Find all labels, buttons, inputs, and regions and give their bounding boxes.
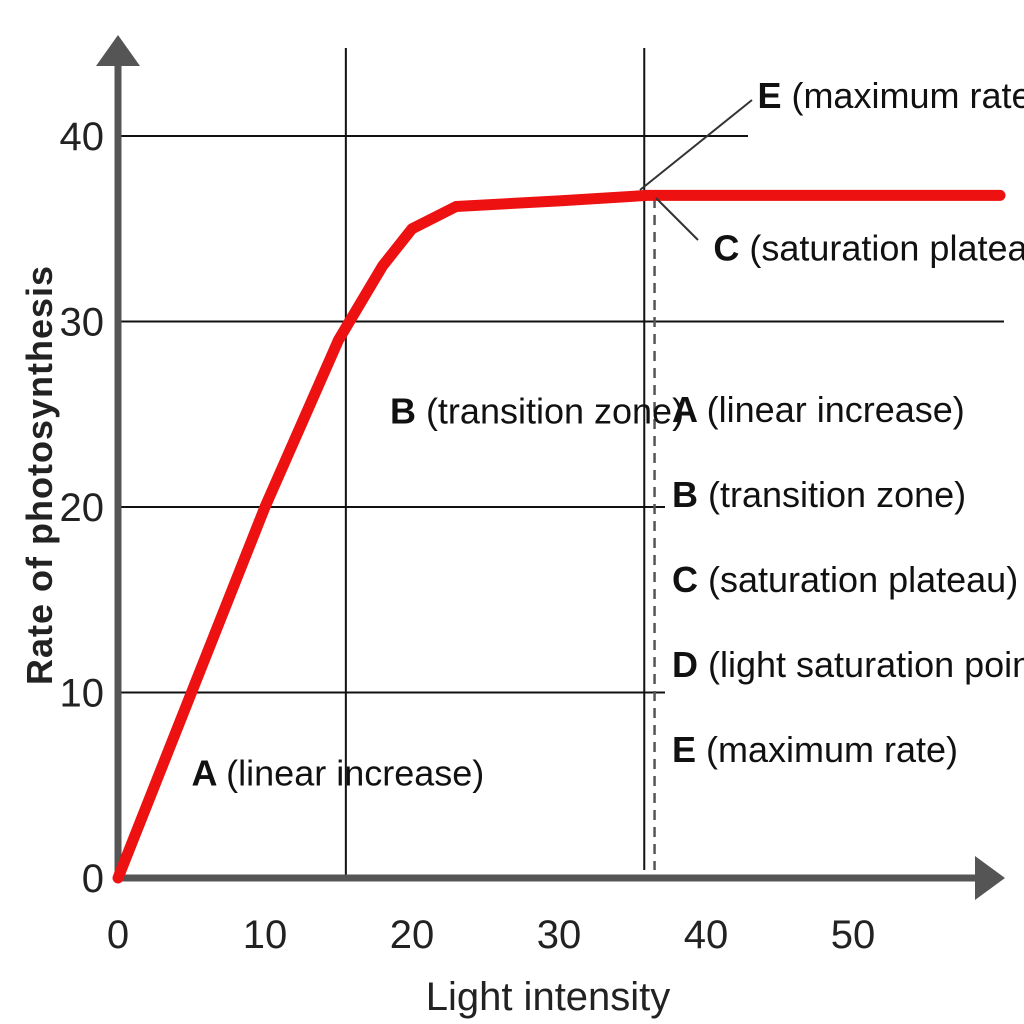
reference-lines xyxy=(344,48,656,875)
annotation-c: C (saturation plateau) xyxy=(713,227,1024,268)
y-tick-label: 0 xyxy=(82,857,104,901)
legend-item-b: B (transition zone) xyxy=(672,474,966,515)
x-axis-label: Light intensity xyxy=(426,975,671,1019)
legend-item-e: E (maximum rate) xyxy=(672,729,958,770)
legend-text: (saturation plateau) xyxy=(708,559,1018,600)
series-line-1 xyxy=(112,189,1006,884)
legend-text: (transition zone) xyxy=(708,474,966,515)
y-tick-label: 30 xyxy=(60,301,105,345)
annotation-e: E (maximum rate) xyxy=(757,75,1024,116)
leader-line-e xyxy=(639,99,753,191)
legend-letter: A xyxy=(672,389,707,430)
x-tick-label: 40 xyxy=(684,913,729,957)
legend-text: (linear increase) xyxy=(707,389,965,430)
x-tick-label: 50 xyxy=(831,913,876,957)
x-tick-label: 0 xyxy=(107,913,129,957)
y-tick-label: 20 xyxy=(60,486,105,530)
series-lines xyxy=(112,189,1006,884)
annotation-letter: C xyxy=(713,227,749,268)
annotation-text: (maximum rate) xyxy=(791,75,1024,116)
legend-item-d: D (light saturation point) xyxy=(672,644,1024,685)
annotation-leaders xyxy=(639,99,753,241)
legend-item-a: A (linear increase) xyxy=(672,389,965,430)
grid-lines xyxy=(118,135,1004,694)
legend-text: (maximum rate) xyxy=(706,729,958,770)
annotation-letter: E xyxy=(757,75,791,116)
tick-labels: 0 10 20 30 40 50 0 10 20 30 40 xyxy=(60,115,876,957)
legend: A (linear increase) B (transition zone) C … xyxy=(672,389,1024,770)
legend-item-c: C (saturation plateau) xyxy=(672,559,1018,600)
annotation-b: B (transition zone) xyxy=(390,391,684,432)
y-axis-label: Rate of photosynthesis xyxy=(19,265,60,685)
y-tick-label: 10 xyxy=(60,672,105,716)
leader-line-c xyxy=(655,197,699,241)
x-tick-label: 10 xyxy=(243,913,288,957)
legend-letter: E xyxy=(672,729,706,770)
annotation-letter: B xyxy=(390,391,426,432)
annotation-text: (transition zone) xyxy=(426,391,684,432)
x-tick-label: 20 xyxy=(390,913,435,957)
legend-letter: B xyxy=(672,474,708,515)
x-axis-arrow xyxy=(975,856,1005,900)
annotation-text: (linear increase) xyxy=(226,752,484,793)
y-axis-arrow xyxy=(96,35,140,66)
y-tick-label: 40 xyxy=(60,115,105,159)
legend-text: (light saturation point) xyxy=(708,644,1024,685)
annotation-letter: A xyxy=(192,752,227,793)
legend-letter: D xyxy=(672,644,708,685)
annotations: A (linear increase)B (transition zone)C … xyxy=(192,75,1024,793)
annotation-text: (saturation plateau) xyxy=(749,227,1024,268)
axes xyxy=(96,35,1005,900)
x-tick-label: 30 xyxy=(537,913,582,957)
annotation-a: A (linear increase) xyxy=(192,752,485,793)
legend-letter: C xyxy=(672,559,708,600)
